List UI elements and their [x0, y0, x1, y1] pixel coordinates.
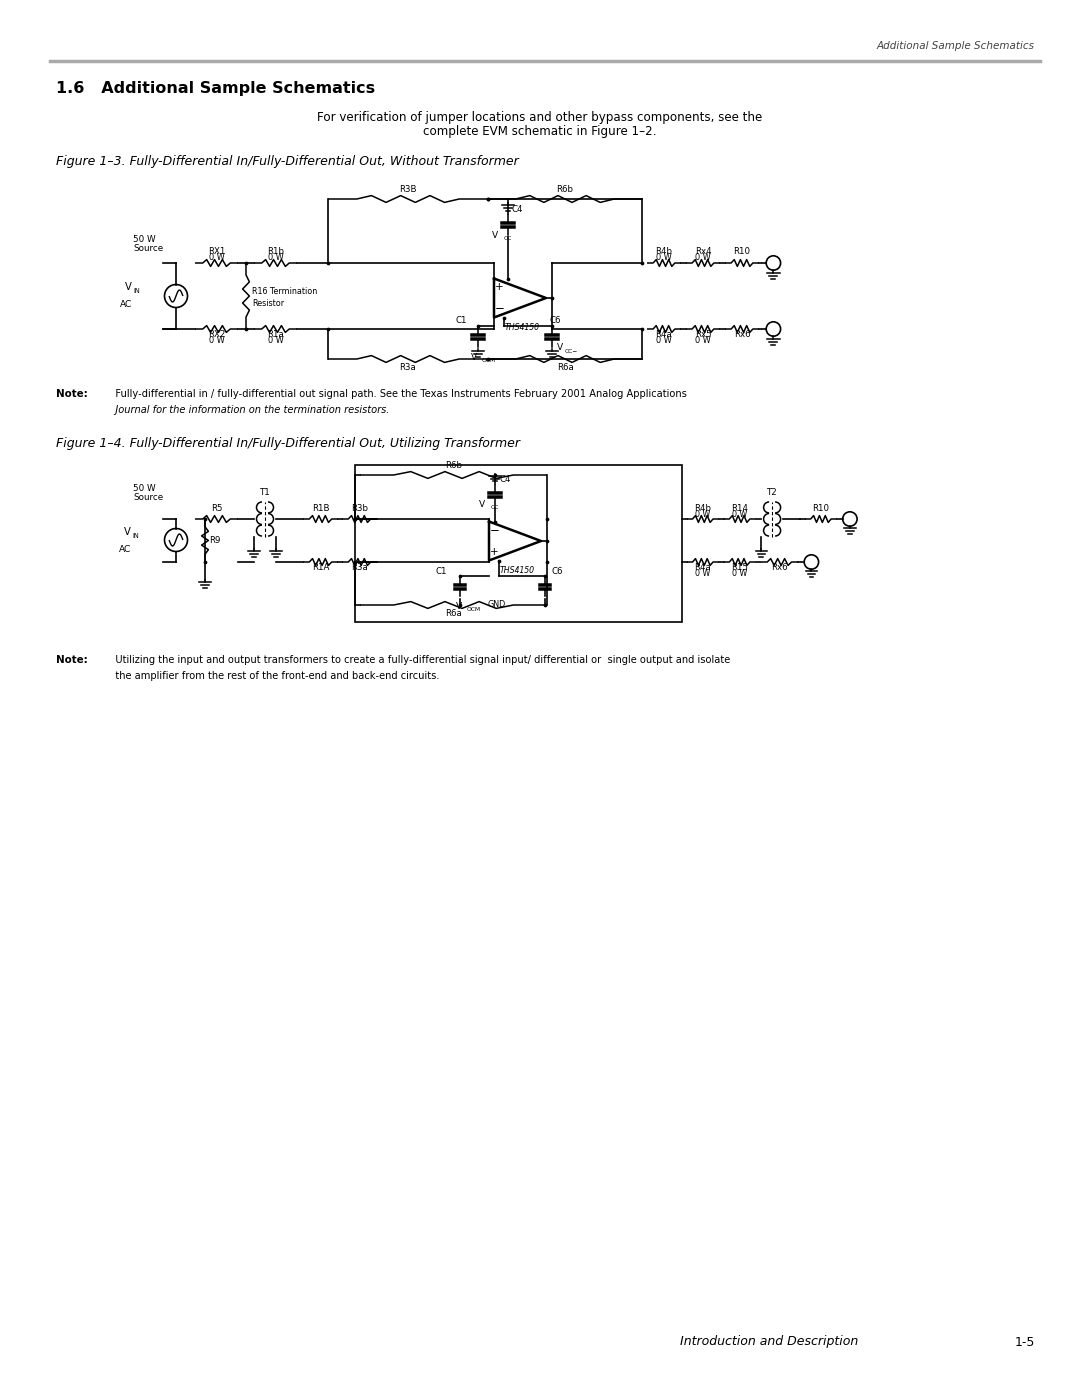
Text: Rx5: Rx5 — [694, 330, 712, 339]
Text: R10: R10 — [812, 503, 829, 513]
Text: 50 W: 50 W — [133, 235, 156, 244]
Text: Rx4: Rx4 — [694, 247, 712, 256]
Text: Fully-differential in / fully-differential out signal path. See the Texas Instru: Fully-differential in / fully-differenti… — [106, 388, 687, 400]
Text: 0 W: 0 W — [208, 253, 225, 263]
Text: T2: T2 — [767, 488, 778, 497]
Text: 1-5: 1-5 — [1014, 1336, 1035, 1348]
Text: C1: C1 — [456, 316, 467, 326]
Text: THS4150: THS4150 — [504, 323, 540, 332]
Text: IN: IN — [132, 534, 138, 539]
Text: 0 W: 0 W — [268, 337, 283, 345]
Text: −: − — [495, 302, 504, 316]
Text: R4a: R4a — [694, 563, 711, 571]
Text: CC: CC — [491, 504, 499, 510]
Text: C4: C4 — [499, 475, 511, 483]
Text: Journal for the information on the termination resistors.: Journal for the information on the termi… — [106, 405, 390, 415]
Text: RX1: RX1 — [207, 247, 226, 256]
Text: R3a: R3a — [400, 363, 417, 372]
Text: V: V — [456, 602, 462, 610]
Text: V: V — [124, 527, 131, 536]
Text: OCM: OCM — [482, 358, 496, 362]
Text: Utilizing the input and output transformers to create a fully-differential signa: Utilizing the input and output transform… — [106, 655, 730, 665]
Text: CC: CC — [504, 236, 512, 240]
Text: Rx6: Rx6 — [733, 330, 751, 339]
Text: 1.6   Additional Sample Schematics: 1.6 Additional Sample Schematics — [56, 81, 375, 96]
Text: R4a: R4a — [656, 330, 673, 339]
Text: R4b: R4b — [694, 503, 712, 513]
Text: R14: R14 — [731, 503, 748, 513]
Text: R5: R5 — [211, 504, 222, 513]
Text: complete EVM schematic in Figure 1–2.: complete EVM schematic in Figure 1–2. — [423, 124, 657, 138]
Text: R3b: R3b — [351, 504, 368, 513]
Text: Figure 1–4. Fully-Differential In/Fully-Differential Out, Utilizing Transformer: Figure 1–4. Fully-Differential In/Fully-… — [56, 437, 519, 450]
Text: R16 Termination: R16 Termination — [252, 286, 318, 296]
Text: Note:: Note: — [56, 655, 87, 665]
Text: C4: C4 — [512, 204, 524, 214]
Text: R9: R9 — [210, 536, 220, 545]
Text: AC: AC — [119, 545, 131, 553]
Text: OCM: OCM — [467, 606, 481, 612]
Text: R15: R15 — [731, 563, 748, 571]
Text: C6: C6 — [551, 567, 563, 576]
Text: 50 W: 50 W — [133, 483, 156, 493]
Text: R6b: R6b — [556, 184, 573, 194]
Text: R1a: R1a — [267, 330, 284, 339]
Text: R3B: R3B — [400, 184, 417, 194]
Text: 0 W: 0 W — [732, 569, 747, 578]
Text: Resistor: Resistor — [252, 299, 284, 307]
Text: +: + — [490, 546, 499, 556]
Text: Figure 1–3. Fully-Differential In/Fully-Differential Out, Without Transformer: Figure 1–3. Fully-Differential In/Fully-… — [56, 155, 518, 168]
Text: 0 W: 0 W — [732, 510, 747, 518]
Text: 0 W: 0 W — [696, 510, 711, 518]
Text: 0 W: 0 W — [696, 569, 711, 578]
Text: R1b: R1b — [267, 247, 284, 256]
Text: Source: Source — [133, 493, 163, 502]
Text: 0 W: 0 W — [696, 337, 711, 345]
Text: R1A: R1A — [312, 563, 329, 573]
Text: 0 W: 0 W — [696, 253, 711, 263]
Text: CC−: CC− — [565, 348, 578, 353]
Text: THS4150: THS4150 — [499, 566, 535, 576]
Text: −: − — [489, 524, 499, 536]
Text: Source: Source — [133, 244, 163, 253]
Text: V: V — [491, 231, 498, 239]
Text: +: + — [496, 282, 503, 292]
Text: V: V — [125, 282, 132, 292]
Text: R1B: R1B — [312, 504, 329, 513]
Text: C1: C1 — [435, 567, 447, 576]
Text: V: V — [471, 352, 477, 362]
Text: IN: IN — [134, 288, 140, 293]
Text: Additional Sample Schematics: Additional Sample Schematics — [877, 41, 1035, 52]
Text: R3a: R3a — [351, 563, 368, 573]
Text: V: V — [557, 342, 563, 352]
Text: the amplifier from the rest of the front-end and back-end circuits.: the amplifier from the rest of the front… — [106, 671, 440, 680]
Text: Rx6: Rx6 — [771, 563, 787, 571]
Text: R6a: R6a — [445, 609, 462, 619]
Text: For verification of jumper locations and other bypass components, see the: For verification of jumper locations and… — [318, 110, 762, 124]
Text: RX2: RX2 — [207, 330, 226, 339]
Text: Introduction and Description: Introduction and Description — [680, 1336, 859, 1348]
Text: C6: C6 — [550, 316, 562, 326]
Text: 0 W: 0 W — [657, 337, 672, 345]
Text: GND: GND — [488, 599, 507, 609]
Text: R6b: R6b — [445, 461, 462, 469]
Text: 0 W: 0 W — [268, 253, 283, 263]
Text: AC: AC — [120, 299, 132, 309]
Text: T1: T1 — [259, 488, 270, 497]
Text: R10: R10 — [733, 247, 751, 256]
Text: R4b: R4b — [656, 247, 673, 256]
Text: V: V — [478, 500, 485, 509]
Text: R6a: R6a — [556, 363, 573, 372]
Text: 0 W: 0 W — [208, 337, 225, 345]
Text: 0 W: 0 W — [657, 253, 672, 263]
Text: Note:: Note: — [56, 388, 87, 400]
